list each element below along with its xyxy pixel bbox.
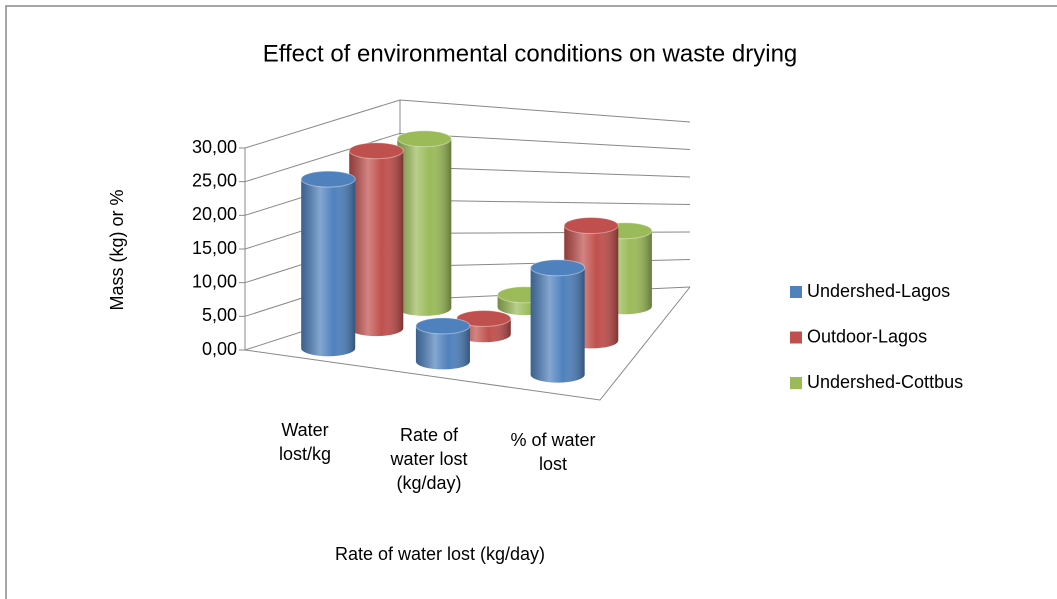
legend-swatch (790, 331, 802, 344)
x-tick-label: Rate of water lost (kg/day) (390, 425, 468, 493)
bar-shade (301, 179, 356, 357)
x-tick-label: Water lost/kg (278, 420, 332, 464)
bar (415, 317, 471, 370)
bar (300, 170, 356, 357)
y-tick-label: 0,00 (202, 339, 237, 359)
bar (396, 130, 452, 316)
y-tick-label: 10,00 (192, 271, 237, 291)
bar-top (415, 317, 471, 335)
bar-top (396, 130, 452, 148)
y-axis-label: Mass (kg) or % (107, 189, 127, 310)
y-tick-label: 30,00 (192, 137, 237, 157)
y-tick-label: 5,00 (202, 305, 237, 325)
bar (348, 142, 404, 337)
bar-shade (415, 325, 470, 370)
legend-label: Undershed-Lagos (807, 281, 950, 301)
bar-shade (397, 138, 452, 316)
legend-label: Undershed-Cottbus (807, 372, 963, 392)
bar-top (300, 170, 356, 188)
bar-shade (349, 150, 404, 337)
legend-swatch (790, 286, 802, 298)
bar-top (563, 217, 619, 235)
bar (456, 309, 512, 343)
bar-shade (530, 267, 585, 383)
y-tick-label: 25,00 (192, 170, 237, 190)
legend-swatch (790, 377, 802, 389)
grid-line (244, 99, 691, 149)
bar-top (348, 142, 404, 160)
y-tick-label: 15,00 (192, 238, 237, 258)
chart-title: Effect of environmental conditions on wa… (263, 40, 798, 67)
legend-label: Outdoor-Lagos (807, 326, 927, 346)
frame (5, 5, 1057, 599)
bar-top (530, 259, 586, 277)
bar-top (456, 309, 512, 327)
x-tick-label: % of water lost (510, 430, 596, 474)
floor (244, 286, 691, 401)
y-tick-label: 20,00 (192, 204, 237, 224)
x-axis-label: Rate of water lost (kg/day) (335, 544, 545, 564)
bar (530, 259, 586, 383)
